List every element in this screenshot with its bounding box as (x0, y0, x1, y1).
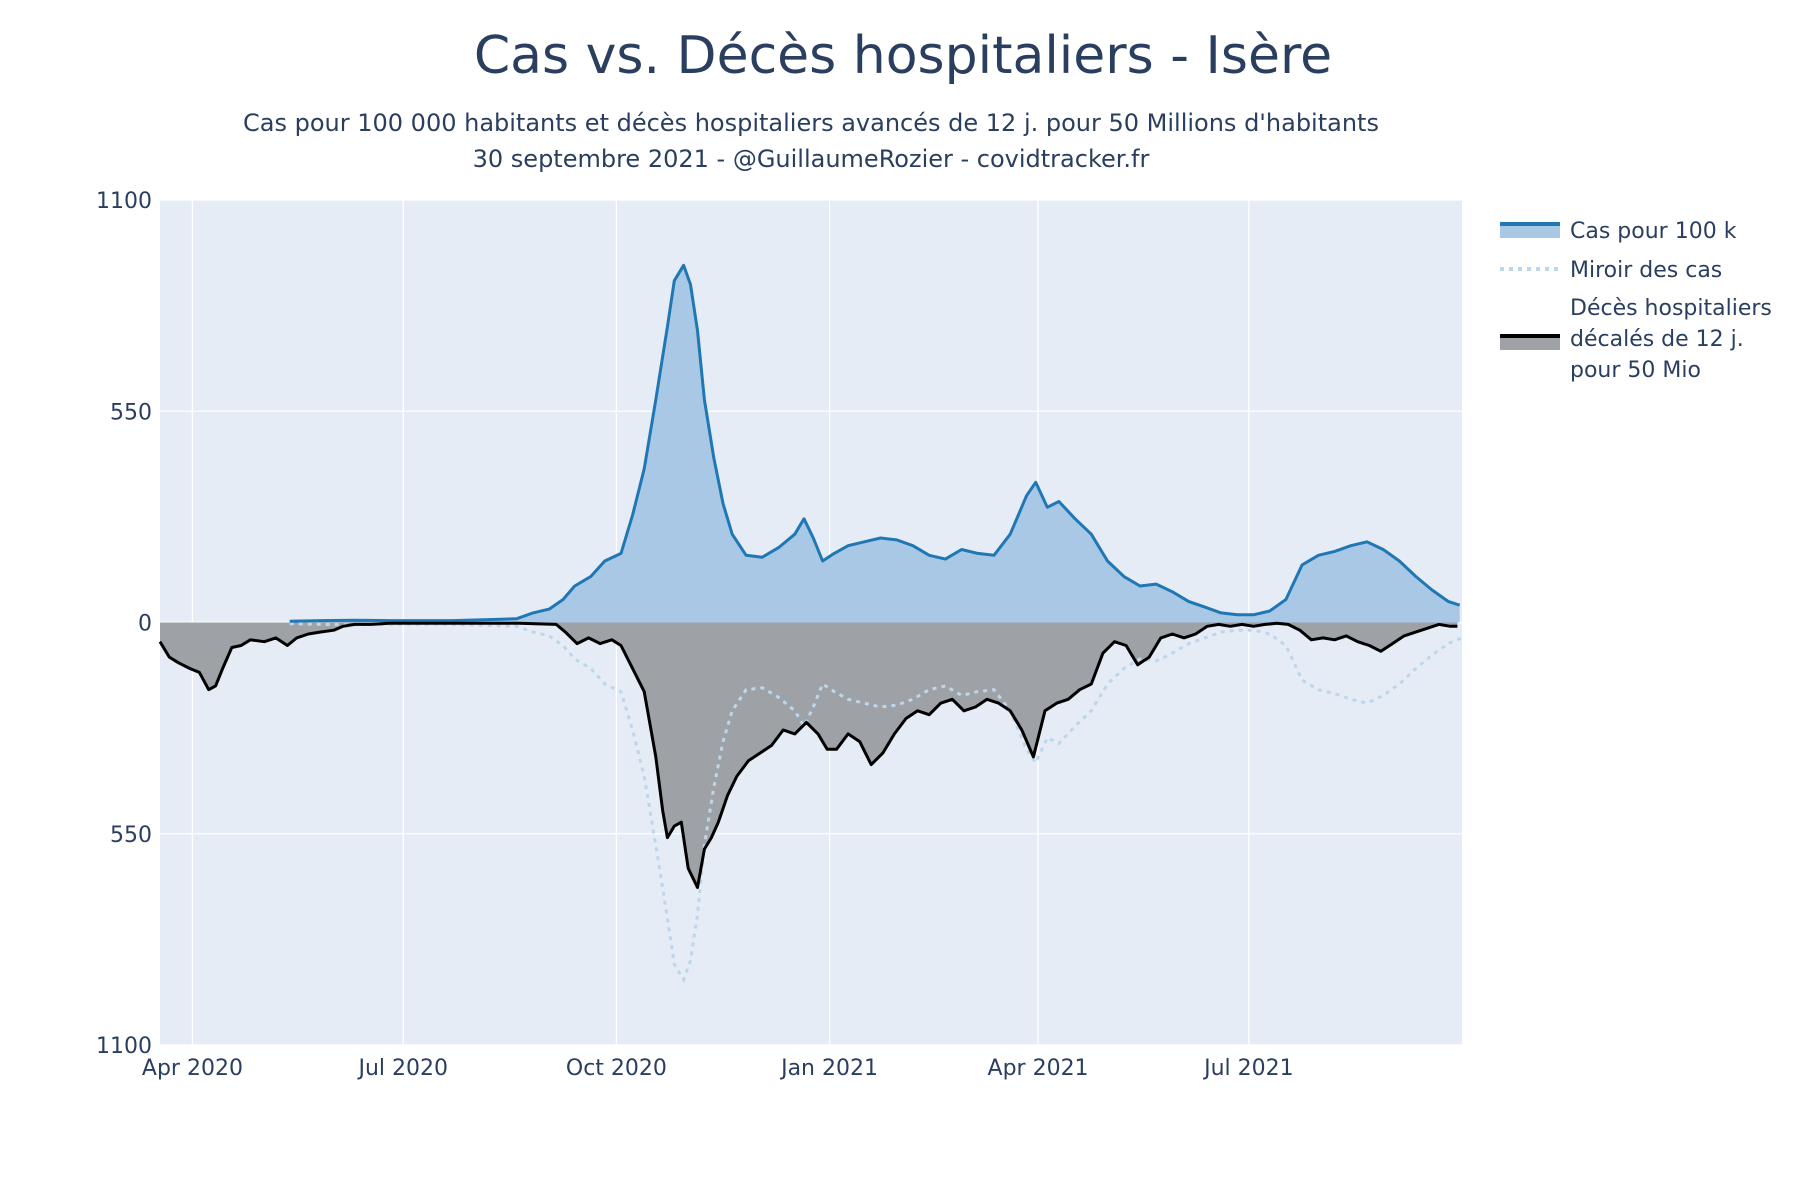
y-tick-label: 1100 (96, 1034, 152, 1059)
legend-mirror-label[interactable]: Miroir des cas (1570, 258, 1722, 283)
legend-deaths-label[interactable]: Décès hospitaliers (1570, 296, 1772, 321)
y-tick-label: 550 (110, 400, 152, 425)
legend-deaths-label[interactable]: pour 50 Mio (1570, 358, 1701, 383)
y-tick-label: 1100 (96, 189, 152, 214)
area-layer (160, 265, 1460, 888)
y-tick-label: 0 (138, 612, 152, 637)
legend-cases-label[interactable]: Cas pour 100 k (1570, 219, 1737, 244)
x-tick-label: Jan 2021 (779, 1056, 878, 1081)
legend-deaths-label[interactable]: décalés de 12 j. (1570, 327, 1744, 352)
legend[interactable]: Cas pour 100 k Miroir des cas Décès hospit… (1500, 219, 1772, 383)
x-tick-label: Oct 2020 (566, 1056, 667, 1081)
x-tick-label: Apr 2020 (142, 1056, 243, 1081)
x-tick-label: Jul 2021 (1202, 1056, 1294, 1081)
chart-subtitle-line-2: 30 septembre 2021 - @GuillaumeRozier - c… (473, 145, 1150, 173)
deaths-line (158, 621, 1458, 889)
chart-title: Cas vs. Décès hospitaliers - Isère (474, 26, 1332, 86)
x-tick-label: Apr 2021 (988, 1056, 1089, 1081)
legend-deaths-swatch[interactable] (1500, 336, 1560, 350)
line-layer (158, 263, 1463, 984)
y-tick-label: 550 (110, 823, 152, 848)
legend-cases-swatch[interactable] (1500, 224, 1560, 238)
chart-subtitle-line-1: Cas pour 100 000 habitants et décès hosp… (243, 109, 1379, 137)
cases-area (289, 265, 1460, 623)
x-tick-label: Jul 2020 (356, 1056, 448, 1081)
deaths-area (160, 622, 1458, 888)
cases-line (289, 263, 1461, 623)
